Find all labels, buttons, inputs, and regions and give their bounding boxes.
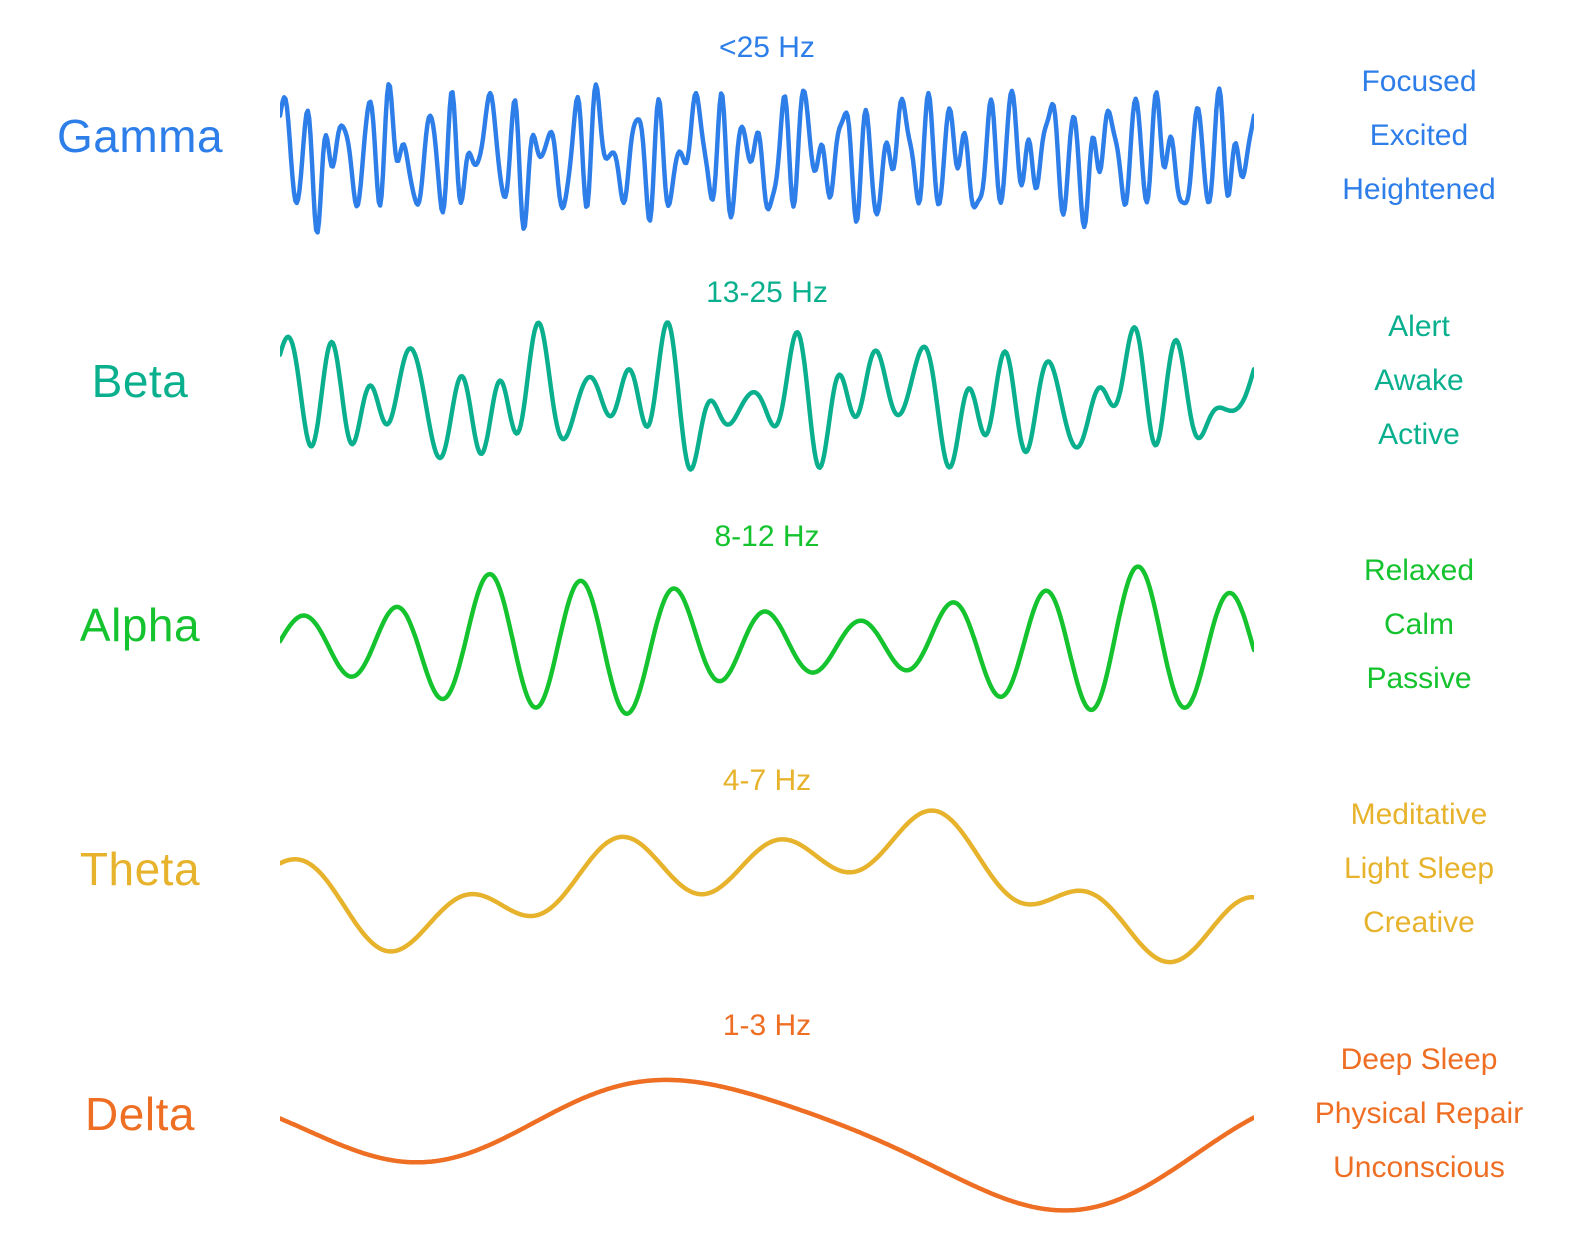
wave-name-theta: Theta: [79, 843, 201, 896]
state-line: Calm: [1383, 607, 1454, 641]
state-line: Relaxed: [1363, 553, 1475, 587]
state-line: Light Sleep: [1343, 852, 1495, 886]
wave-states-delta: Deep Sleep Physical Repair Unconscious: [1254, 1033, 1584, 1195]
state-line: Heightened: [1342, 173, 1496, 207]
wave-name-gamma: Gamma: [56, 110, 224, 163]
state-line: Alert: [1388, 309, 1450, 343]
wave-row-delta: Delta 1-3 Hz Deep Sleep Physical Repair …: [0, 996, 1584, 1232]
state-line: Active: [1378, 417, 1460, 451]
state-line: Unconscious: [1333, 1150, 1505, 1184]
alpha-waveform: [280, 564, 1254, 716]
theta-waveform: [280, 808, 1254, 965]
freq-label-alpha: 8-12 Hz: [714, 519, 820, 553]
wave-area-theta: 4-7 Hz: [280, 762, 1254, 976]
wave-area-gamma: <25 Hz: [280, 29, 1254, 243]
freq-label-theta: 4-7 Hz: [722, 764, 812, 798]
wave-row-beta: Beta 13-25 Hz Alert Awake Active: [0, 263, 1584, 499]
freq-label-delta: 1-3 Hz: [722, 1008, 812, 1042]
delta-waveform: [280, 1077, 1254, 1213]
state-line: Passive: [1366, 661, 1472, 695]
state-line: Creative: [1363, 906, 1475, 940]
wave-name-delta: Delta: [85, 1087, 195, 1140]
wave-states-theta: Meditative Light Sleep Creative: [1254, 788, 1584, 950]
state-line: Deep Sleep: [1340, 1042, 1498, 1076]
wave-row-theta: Theta 4-7 Hz Meditative Light Sleep Crea…: [0, 751, 1584, 987]
wave-row-alpha: Alpha 8-12 Hz Relaxed Calm Passive: [0, 507, 1584, 743]
wave-row-gamma: Gamma <25 Hz Focused Excited Heightened: [0, 18, 1584, 254]
gamma-waveform: [280, 82, 1254, 235]
beta-waveform: [280, 320, 1254, 472]
state-line: Physical Repair: [1314, 1096, 1524, 1130]
state-line: Awake: [1374, 363, 1464, 397]
wave-states-beta: Alert Awake Active: [1254, 300, 1584, 462]
wave-area-beta: 13-25 Hz: [280, 274, 1254, 488]
freq-label-beta: 13-25 Hz: [706, 275, 828, 309]
freq-label-gamma: <25 Hz: [719, 31, 815, 65]
wave-area-alpha: 8-12 Hz: [280, 518, 1254, 732]
state-line: Meditative: [1350, 798, 1488, 832]
wave-name-alpha: Alpha: [79, 598, 201, 651]
wave-states-alpha: Relaxed Calm Passive: [1254, 544, 1584, 706]
wave-area-delta: 1-3 Hz: [280, 1007, 1254, 1221]
wave-states-gamma: Focused Excited Heightened: [1254, 55, 1584, 217]
state-line: Excited: [1369, 119, 1469, 153]
wave-name-beta: Beta: [91, 354, 189, 407]
state-line: Focused: [1361, 65, 1477, 99]
